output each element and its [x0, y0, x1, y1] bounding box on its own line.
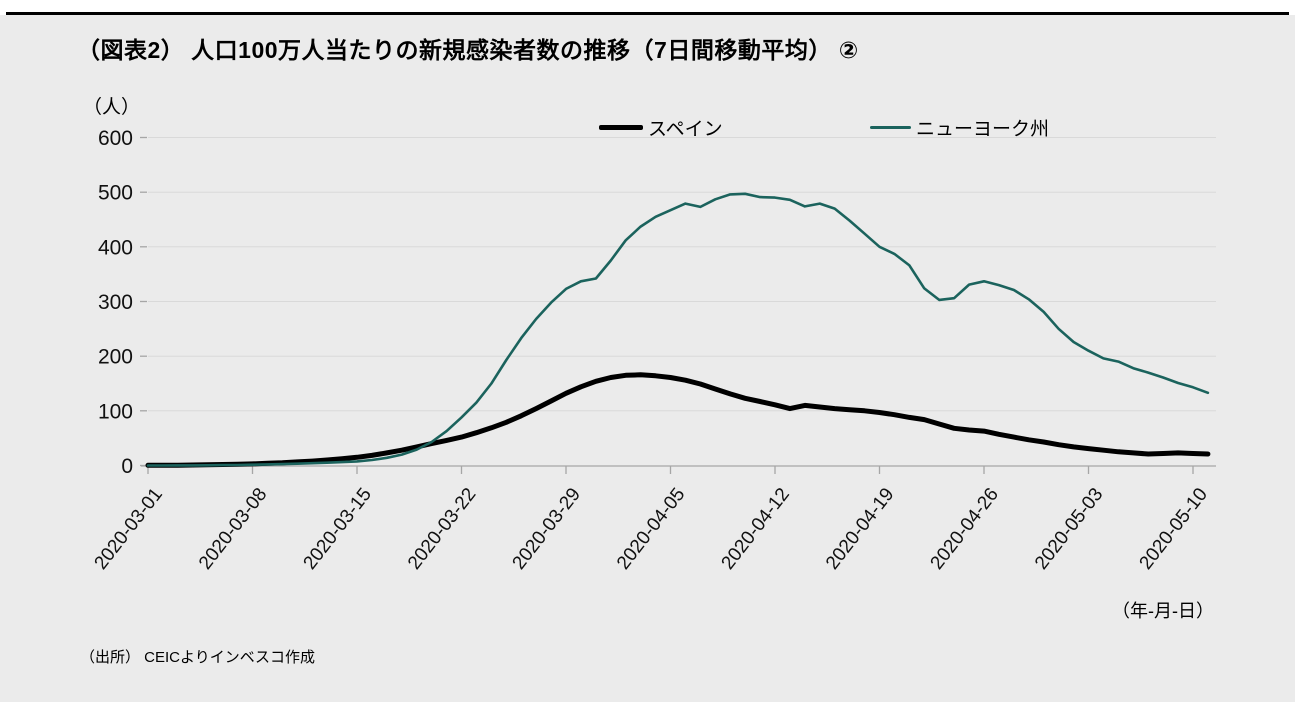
newyork-line-swatch: [870, 125, 911, 129]
y-axis-unit-label: （人）: [83, 97, 141, 118]
spain-line-swatch: [599, 124, 643, 130]
x-axis-unit-label: （年-月-日）: [1112, 601, 1214, 621]
chart-title: （図表2） 人口100万人当たりの新規感染者数の推移（7日間移動平均） ②: [77, 37, 859, 63]
legend-item-newyork: ニューヨーク州: [870, 114, 1049, 140]
legend-item-spain: スペイン: [599, 114, 723, 140]
legend-label-newyork: ニューヨーク州: [916, 118, 1050, 140]
legend-label-spain: スペイン: [648, 118, 723, 140]
source-note: （出所） CEICよりインベスコ作成: [80, 649, 316, 666]
top-divider: [6, 12, 1289, 15]
